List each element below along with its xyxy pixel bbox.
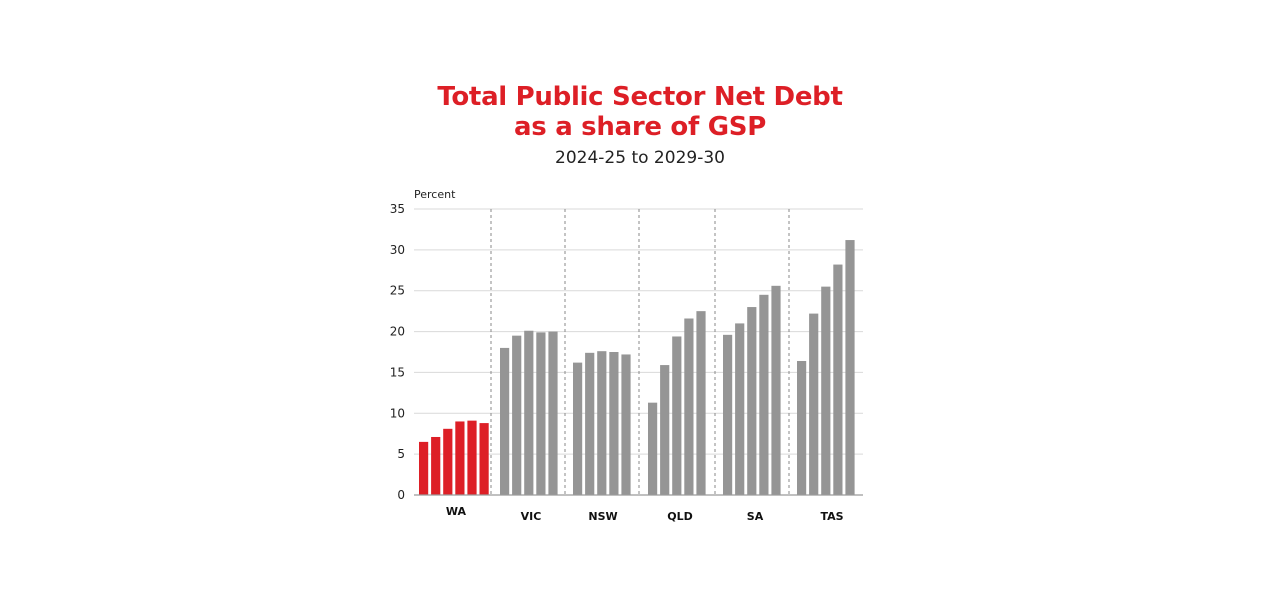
- category-label-vic: VIC: [521, 510, 542, 523]
- bar-tas-4: [833, 264, 843, 495]
- category-label-nsw: NSW: [588, 510, 617, 523]
- bar-sa-1: [723, 334, 733, 495]
- bar-qld-1: [648, 402, 658, 495]
- chart-title-line-1: Total Public Sector Net Debt: [437, 82, 843, 112]
- bar-nsw-3: [597, 351, 607, 495]
- y-tick-label: 10: [390, 406, 405, 420]
- bar-qld-5: [696, 311, 706, 495]
- y-tick-label: 25: [390, 284, 405, 298]
- bar-wa-3: [443, 428, 453, 495]
- bar-sa-2: [735, 323, 745, 495]
- bar-qld-3: [672, 336, 682, 495]
- bar-sa-5: [771, 285, 781, 495]
- category-label-qld: QLD: [667, 510, 693, 523]
- bar-vic-4: [536, 332, 546, 495]
- bar-sa-4: [759, 294, 769, 495]
- y-tick-label: 30: [390, 243, 405, 257]
- category-label-tas: TAS: [820, 510, 843, 523]
- bar-tas-3: [821, 286, 831, 495]
- bar-wa-5: [467, 420, 477, 495]
- chart-title-line-2: as a share of GSP: [514, 112, 766, 142]
- bar-tas-5: [845, 240, 855, 495]
- bar-vic-1: [500, 347, 510, 495]
- bar-nsw-5: [621, 354, 631, 495]
- bar-tas-1: [797, 360, 807, 495]
- bar-wa-2: [431, 436, 441, 495]
- y-axis-label: Percent: [414, 188, 456, 201]
- bar-wa-6: [479, 423, 489, 495]
- bar-nsw-2: [585, 352, 595, 495]
- bar-wa-1: [419, 441, 429, 495]
- bar-wa-4: [455, 421, 465, 495]
- bar-qld-2: [660, 365, 670, 495]
- y-tick-label: 5: [397, 447, 405, 461]
- chart-subtitle: 2024-25 to 2029-30: [555, 148, 725, 168]
- category-label-wa: WA: [446, 505, 467, 518]
- y-tick-label: 35: [390, 202, 405, 216]
- bar-sa-3: [747, 307, 757, 495]
- y-tick-label: 0: [397, 488, 405, 502]
- bar-qld-4: [684, 318, 694, 495]
- bar-vic-5: [548, 331, 558, 495]
- bar-nsw-4: [609, 352, 619, 495]
- y-tick-label: 15: [390, 365, 405, 379]
- bar-vic-3: [524, 330, 534, 495]
- bar-nsw-1: [573, 362, 583, 495]
- bar-tas-2: [809, 313, 819, 495]
- category-label-sa: SA: [747, 510, 764, 523]
- y-tick-label: 20: [390, 325, 405, 339]
- bar-vic-2: [512, 335, 522, 495]
